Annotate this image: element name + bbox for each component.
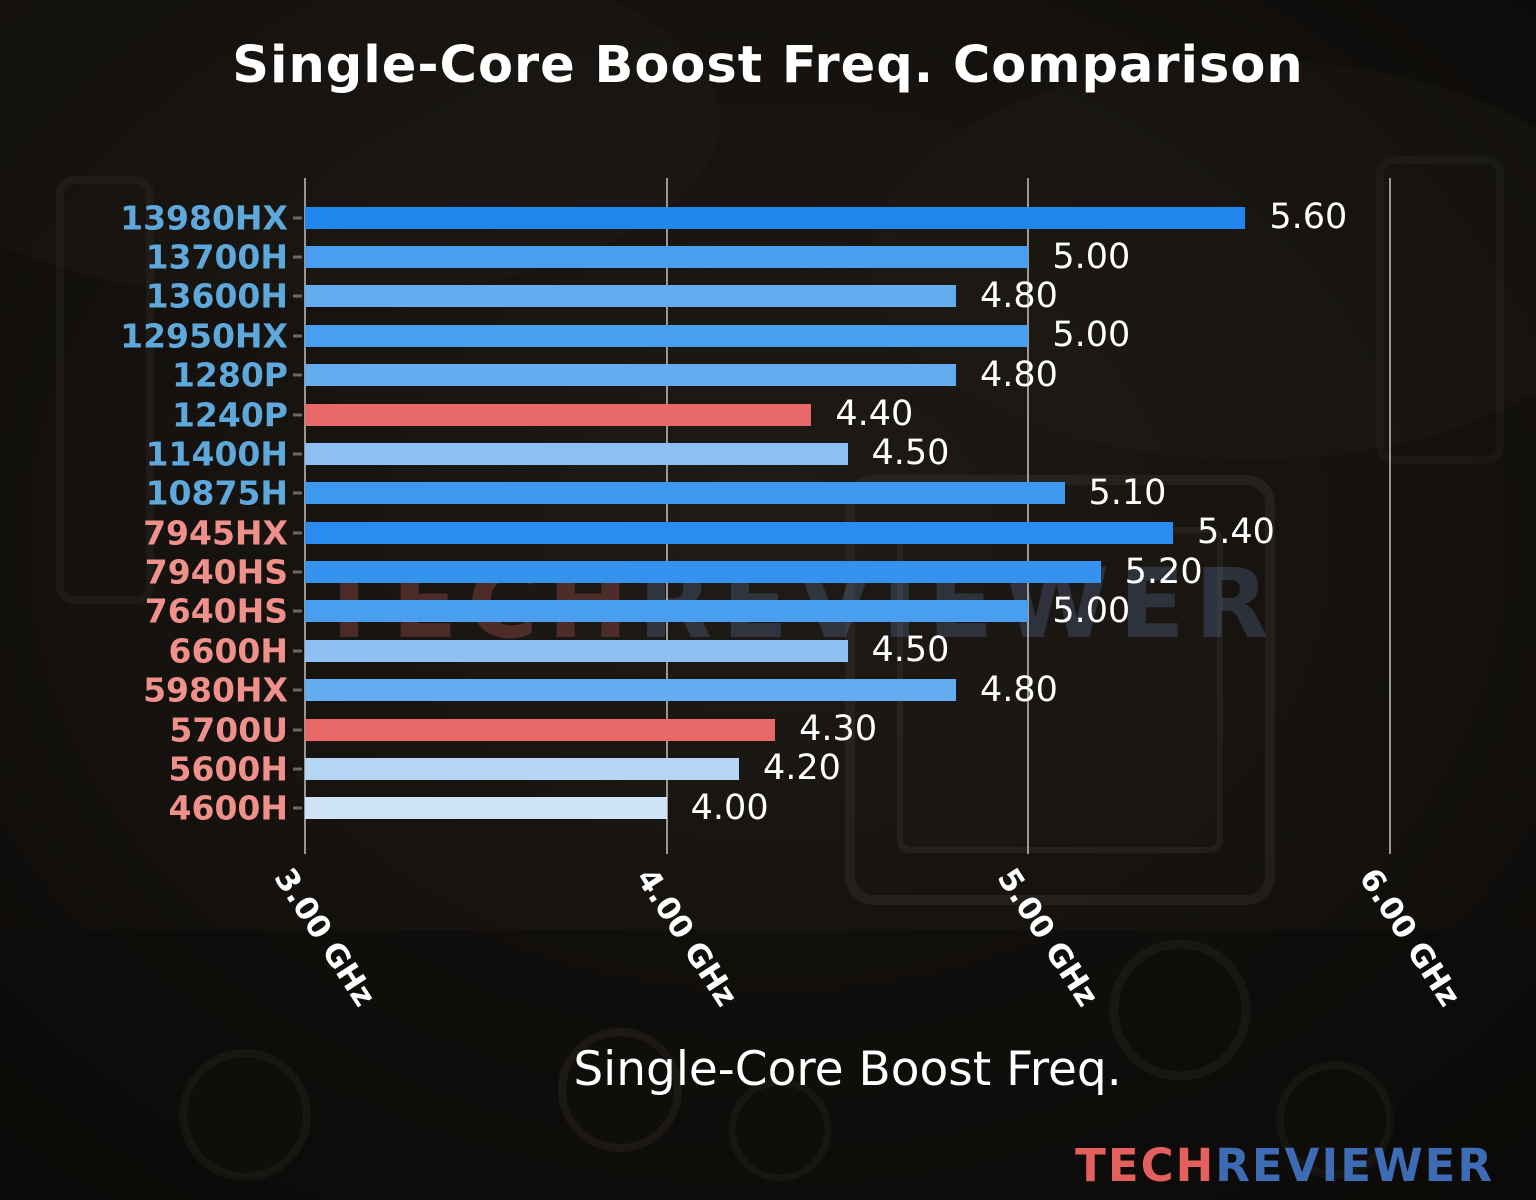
y-tick — [293, 609, 302, 613]
category-label: 13600H — [145, 276, 288, 316]
value-label: 5.00 — [1052, 315, 1131, 356]
chart-row: 12950HX 5.00 — [120, 315, 1390, 356]
category-label: 5600H — [168, 749, 288, 789]
bar — [305, 718, 776, 741]
category-label: 6600H — [168, 631, 288, 671]
bar — [305, 482, 1065, 505]
y-tick — [293, 373, 302, 377]
chart-row: 1280P 4.80 — [172, 354, 1390, 395]
y-tick — [293, 452, 302, 456]
category-label: 4600H — [168, 788, 288, 828]
y-tick — [293, 216, 302, 220]
bar — [305, 442, 848, 465]
chart-row: 5600H 4.20 — [169, 748, 1390, 789]
bar — [305, 521, 1173, 544]
logo-reviewer-text: REVIEWER — [1215, 1139, 1494, 1192]
gridline — [304, 178, 306, 854]
value-label: 5.00 — [1052, 590, 1131, 631]
bar — [305, 797, 667, 820]
value-label: 5.00 — [1052, 236, 1131, 277]
bar — [305, 324, 1029, 347]
category-label: 10875H — [145, 473, 288, 513]
chart-row: 5980HX 4.80 — [143, 669, 1390, 710]
bar — [305, 364, 956, 387]
value-label: 4.00 — [690, 787, 769, 828]
y-tick — [293, 728, 302, 732]
value-label: 4.50 — [871, 630, 950, 671]
gridline — [1389, 178, 1391, 854]
chart-row: 7640HS 5.00 — [145, 590, 1390, 631]
y-tick — [293, 806, 302, 810]
bar — [305, 639, 848, 662]
chart-row: 13600H 4.80 — [146, 275, 1390, 316]
bar — [305, 679, 956, 702]
chart-row: 10875H 5.10 — [146, 472, 1390, 513]
chart-row: 13980HX 5.60 — [120, 197, 1390, 238]
value-label: 4.80 — [980, 354, 1058, 395]
gridline — [665, 178, 668, 854]
value-label: 5.60 — [1269, 197, 1348, 238]
category-label: 7940HS — [144, 552, 288, 592]
chart-rows: 13980HX 5.60 13700H 5.00 13600H 4.80 12950HX 5.… — [120, 197, 1390, 828]
chart-row: 5700U 4.30 — [169, 709, 1390, 750]
gridlines — [304, 178, 1391, 854]
value-label: 4.80 — [980, 275, 1058, 316]
value-label: 4.50 — [871, 433, 950, 474]
chart-row: 13700H 5.00 — [146, 236, 1390, 277]
plot-area: 13980HX 5.60 13700H 5.00 13600H 4.80 12950HX 5.… — [120, 178, 1391, 854]
bar — [305, 561, 1101, 584]
value-label: 5.40 — [1197, 512, 1275, 553]
brand-logo: TECHREVIEWER — [1075, 1139, 1494, 1192]
chart-row: 6600H 4.50 — [169, 630, 1390, 671]
category-label: 12950HX — [120, 316, 288, 356]
category-label: 1280P — [171, 355, 288, 395]
logo-tech-text: TECH — [1075, 1139, 1216, 1192]
chart-row: 1240P 4.40 — [172, 394, 1390, 435]
category-label: 5700U — [169, 710, 288, 750]
y-tick — [293, 570, 302, 574]
category-label: 7945HX — [143, 513, 288, 553]
value-label: 5.20 — [1124, 551, 1203, 592]
chart-title: Single-Core Boost Freq. Comparison — [232, 36, 1304, 95]
chart-row: 11400H 4.50 — [146, 433, 1390, 474]
chart-row: 7945HX 5.40 — [143, 512, 1390, 553]
value-label: 4.80 — [980, 669, 1058, 710]
category-label: 13700H — [145, 237, 288, 277]
category-label: 1240P — [171, 395, 288, 435]
category-label: 11400H — [145, 434, 288, 474]
value-label: 4.40 — [835, 394, 914, 435]
bar — [305, 403, 812, 426]
y-tick — [293, 767, 302, 771]
gridline — [1027, 178, 1030, 854]
bar — [305, 757, 739, 780]
chart-row: 4600H 4.00 — [169, 787, 1390, 828]
y-tick — [293, 649, 302, 653]
category-label: 13980HX — [120, 198, 288, 238]
bar — [305, 600, 1029, 623]
y-tick — [293, 294, 302, 298]
category-label: 7640HS — [144, 591, 288, 631]
y-tick — [293, 334, 302, 338]
chart-row: 7940HS 5.20 — [145, 551, 1390, 592]
bar — [305, 206, 1246, 229]
value-label: 4.20 — [763, 748, 841, 789]
bar — [305, 285, 956, 308]
x-axis-title: Single-Core Boost Freq. — [573, 1042, 1122, 1097]
y-tick — [293, 491, 302, 495]
value-label: 5.10 — [1088, 472, 1167, 513]
y-tick — [293, 688, 302, 692]
bar — [305, 246, 1029, 269]
value-label: 4.30 — [799, 709, 878, 750]
y-tick — [293, 413, 302, 417]
y-tick — [293, 531, 302, 535]
y-tick — [293, 255, 302, 259]
category-label: 5980HX — [143, 670, 288, 710]
